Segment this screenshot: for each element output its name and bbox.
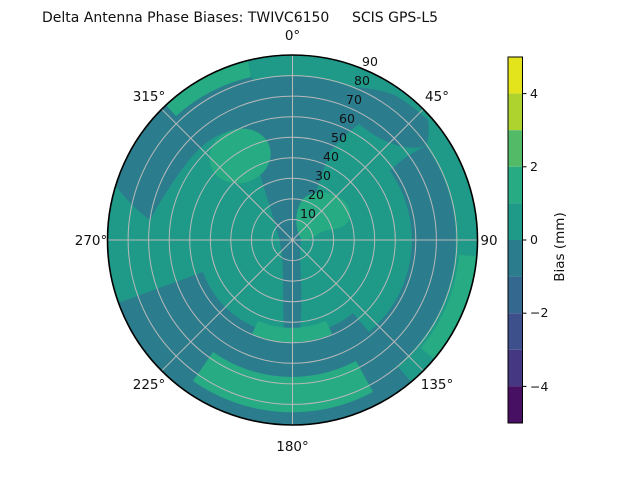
chart-subtitle: SCIS GPS-L5 — [352, 10, 438, 26]
chart-title: Delta Antenna Phase Biases: TWIVC6150 — [42, 10, 329, 26]
colorbar-segment-0 — [508, 57, 523, 94]
colorbar-segment-9 — [508, 386, 523, 423]
grid-spoke-45 — [292, 108, 424, 241]
r-label-20: 20 — [308, 187, 324, 202]
r-label-10: 10 — [300, 206, 316, 221]
r-label-70: 70 — [346, 92, 362, 107]
colorbar-segment-5 — [508, 240, 523, 277]
contour-region-high-se-rim — [421, 255, 476, 359]
theta-label-315: 315° — [133, 89, 166, 105]
r-label-40: 40 — [323, 149, 339, 164]
theta-label-270: 270° — [75, 233, 108, 249]
theta-label-135: 135° — [421, 377, 454, 393]
theta-labels: 0° 45° 90 135° 180° 225° 270° 315° — [75, 28, 498, 455]
theta-label-90: 90 — [480, 233, 497, 249]
colorbar-tick-label--2: −2 — [530, 305, 548, 320]
colorbar: 4 2 0 −2 −4 Bias (mm) — [507, 56, 568, 424]
colorbar-tick-label-2: 2 — [530, 159, 538, 174]
colorbar-segment-1 — [508, 93, 523, 131]
theta-label-0: 0° — [285, 28, 300, 44]
theta-label-225: 225° — [133, 377, 166, 393]
colorbar-tick-label-0: 0 — [530, 232, 538, 247]
theta-label-180: 180° — [276, 439, 309, 455]
contour-region-high-nw-blob — [209, 128, 271, 184]
polar-grid — [108, 55, 477, 425]
colorbar-segment-2 — [508, 130, 523, 167]
r-labels: 10 20 30 40 50 60 70 80 90 — [300, 54, 378, 221]
colorbar-segment-7 — [508, 313, 523, 350]
colorbar-tick-label--4: −4 — [530, 379, 548, 394]
contour-region-high-nw-rim — [166, 61, 251, 116]
theta-label-45: 45° — [425, 89, 449, 105]
contour-region-low-north-cap — [116, 75, 429, 330]
contour-region-low-east-band — [369, 146, 456, 366]
grid-spoke-315 — [161, 108, 293, 241]
colorbar-tick-labels: 4 2 0 −2 −4 — [530, 86, 548, 394]
r-label-30: 30 — [315, 168, 331, 183]
contour-region-high-south-crescent — [193, 352, 373, 413]
colorbar-segment-8 — [508, 349, 523, 387]
colorbar-tick-label-4: 4 — [530, 86, 538, 101]
grid-spoke-135 — [292, 239, 424, 372]
r-label-60: 60 — [339, 111, 355, 126]
r-label-90: 90 — [362, 54, 378, 69]
polar-rim — [106, 54, 479, 426]
colorbar-segment-6 — [508, 276, 523, 314]
colorbar-ticks — [522, 93, 527, 387]
colorbar-segment-3 — [508, 166, 523, 204]
colorbar-segment-4 — [508, 203, 523, 240]
r-label-50: 50 — [331, 130, 347, 145]
r-label-80: 80 — [354, 73, 370, 88]
colorbar-axis-label: Bias (mm) — [552, 212, 568, 281]
grid-spoke-225 — [161, 239, 293, 372]
